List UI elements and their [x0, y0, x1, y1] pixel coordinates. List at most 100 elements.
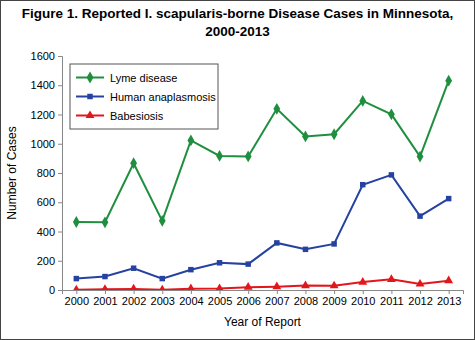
y-axis-title: Number of Cases: [5, 126, 19, 219]
series-line: [76, 81, 448, 223]
legend-marker: [87, 94, 92, 99]
y-tick: 200: [37, 255, 62, 267]
point: [302, 131, 309, 143]
point: [186, 284, 195, 290]
legend-label: Human anaplasmosis: [110, 91, 216, 103]
x-tick-label: 2009: [322, 295, 346, 307]
point: [130, 157, 137, 169]
y-tick-label: 800: [37, 167, 55, 179]
point: [245, 151, 252, 163]
x-tick-mark: [162, 290, 163, 294]
point: [74, 276, 79, 281]
y-tick-label: 200: [37, 255, 55, 267]
x-tick-mark: [420, 290, 421, 294]
point: [274, 240, 279, 245]
point: [158, 285, 167, 290]
y-tick-mark: [58, 56, 62, 57]
series-line: [76, 175, 448, 279]
y-tick-mark: [58, 115, 62, 116]
point: [445, 75, 452, 87]
point: [101, 284, 110, 290]
x-tick-label: 2001: [93, 295, 117, 307]
x-tick-mark: [76, 290, 77, 294]
y-tick-mark: [58, 290, 62, 291]
x-tick: 2005: [208, 290, 232, 307]
x-tick-label: 2010: [351, 295, 375, 307]
y-tick-mark: [58, 85, 62, 86]
point: [359, 95, 366, 107]
x-tick-mark: [334, 290, 335, 294]
y-tick-label: 0: [49, 284, 55, 296]
x-tick-mark: [220, 290, 221, 294]
x-axis-line: [63, 291, 464, 295]
y-axis: 02004006008001000120014001600: [31, 50, 63, 296]
y-tick-label: 1000: [31, 138, 55, 150]
point: [187, 135, 194, 147]
y-tick: 0: [49, 284, 62, 296]
y-tick-mark: [58, 261, 62, 262]
point: [331, 128, 338, 140]
point: [245, 261, 250, 266]
x-tick-label: 2011: [380, 295, 404, 307]
x-tick-mark: [363, 290, 364, 294]
point: [272, 282, 281, 290]
point: [102, 216, 109, 228]
x-tick: 2009: [322, 290, 346, 307]
x-tick: 2001: [93, 290, 117, 307]
x-tick: 2007: [265, 290, 289, 307]
point: [131, 265, 136, 270]
point: [330, 281, 339, 289]
y-tick-mark: [58, 173, 62, 174]
legend-marker: [87, 72, 94, 84]
figure-frame: [1, 1, 475, 340]
x-tick-mark: [134, 290, 135, 294]
point: [416, 279, 425, 287]
point: [331, 241, 336, 246]
x-tick-label: 2000: [65, 295, 89, 307]
y-tick-label: 1400: [31, 79, 55, 91]
y-tick-label: 1200: [31, 109, 55, 121]
x-tick: 2008: [294, 290, 318, 307]
point: [444, 276, 453, 284]
x-tick: 2002: [122, 290, 146, 307]
y-tick: 1000: [31, 138, 62, 150]
point: [389, 172, 394, 177]
point: [217, 260, 222, 265]
x-tick-mark: [191, 290, 192, 294]
title: Figure 1. Reported I. scapularis-borne D…: [22, 6, 453, 21]
point: [244, 282, 253, 290]
point: [160, 276, 165, 281]
point: [215, 283, 224, 290]
point: [417, 151, 424, 163]
point: [360, 182, 365, 187]
y-tick: 600: [37, 196, 62, 208]
x-axis: 2000 2001 2002 2003 2004 2005 2006 2007 2008 2009…: [63, 290, 464, 307]
x-tick-mark: [391, 290, 392, 294]
x-axis-title: Year of Report: [224, 315, 302, 329]
x-tick: 2003: [151, 290, 175, 307]
y-tick: 1400: [31, 79, 62, 91]
legend-box: [70, 64, 218, 129]
point: [303, 247, 308, 252]
point: [129, 284, 138, 290]
x-tick-label: 2006: [236, 295, 260, 307]
point: [417, 213, 422, 218]
x-tick: 2004: [179, 290, 203, 307]
title: 2000-2013: [205, 24, 270, 39]
x-tick-mark: [449, 290, 450, 294]
point: [102, 274, 107, 279]
point: [446, 196, 451, 201]
x-tick-label: 2002: [122, 295, 146, 307]
x-tick-label: 2013: [437, 295, 461, 307]
x-tick-mark: [305, 290, 306, 294]
point: [159, 215, 166, 227]
point: [72, 285, 81, 290]
x-tick: 2000: [65, 290, 89, 307]
x-tick: 2011: [380, 290, 404, 307]
y-tick-label: 400: [37, 226, 55, 238]
x-tick-mark: [277, 290, 278, 294]
x-tick: 2013: [437, 290, 461, 307]
point: [387, 274, 396, 282]
x-tick-label: 2007: [265, 295, 289, 307]
x-tick-label: 2004: [179, 295, 203, 307]
